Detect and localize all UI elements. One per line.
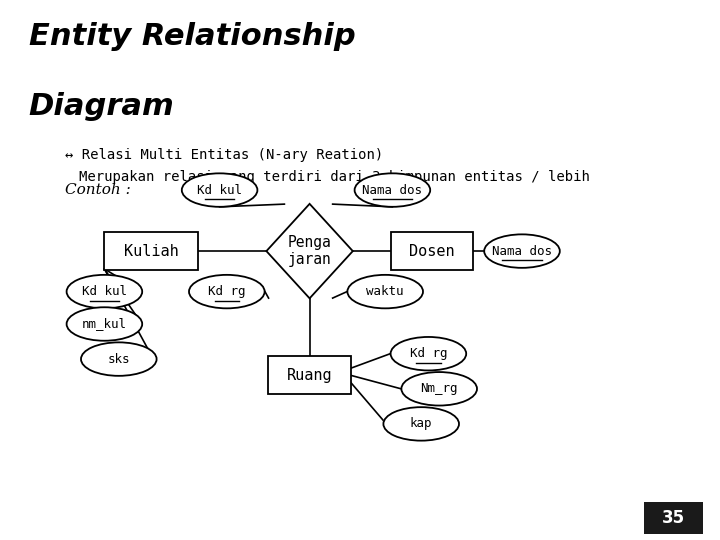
Ellipse shape: [181, 173, 258, 207]
Text: Nama dos: Nama dos: [362, 184, 423, 197]
Ellipse shape: [383, 407, 459, 441]
FancyBboxPatch shape: [644, 502, 703, 534]
Text: Merupakan relasi yang terdiri dari 3 himpunan entitas / lebih: Merupakan relasi yang terdiri dari 3 him…: [79, 170, 590, 184]
Ellipse shape: [355, 173, 431, 207]
Text: Penga
jaran: Penga jaran: [288, 235, 331, 267]
Text: Nama dos: Nama dos: [492, 245, 552, 258]
Text: Kd kul: Kd kul: [82, 285, 127, 298]
Text: 35: 35: [662, 509, 685, 527]
Ellipse shape: [66, 307, 142, 341]
FancyBboxPatch shape: [390, 232, 474, 270]
Text: Entity Relationship: Entity Relationship: [29, 22, 356, 51]
FancyBboxPatch shape: [268, 356, 351, 394]
Text: Diagram: Diagram: [29, 92, 174, 121]
Ellipse shape: [66, 275, 142, 308]
Text: Dosen: Dosen: [409, 244, 455, 259]
Text: Kuliah: Kuliah: [124, 244, 179, 259]
Text: waktu: waktu: [366, 285, 404, 298]
Text: Ruang: Ruang: [287, 368, 333, 383]
Text: sks: sks: [107, 353, 130, 366]
Ellipse shape: [484, 234, 560, 268]
Text: kap: kap: [410, 417, 433, 430]
FancyBboxPatch shape: [104, 232, 198, 270]
Text: nm_kul: nm_kul: [82, 318, 127, 330]
Ellipse shape: [402, 372, 477, 406]
Ellipse shape: [390, 337, 467, 370]
Text: Nm_rg: Nm_rg: [420, 382, 458, 395]
Text: Kd rg: Kd rg: [208, 285, 246, 298]
Text: ↔ Relasi Multi Entitas (N-ary Reation): ↔ Relasi Multi Entitas (N-ary Reation): [65, 148, 383, 163]
Ellipse shape: [189, 275, 265, 308]
Polygon shape: [266, 204, 353, 298]
Text: Contoh :: Contoh :: [65, 183, 130, 197]
Ellipse shape: [348, 275, 423, 308]
Text: Kd kul: Kd kul: [197, 184, 242, 197]
Ellipse shape: [81, 342, 157, 376]
Text: Kd rg: Kd rg: [410, 347, 447, 360]
